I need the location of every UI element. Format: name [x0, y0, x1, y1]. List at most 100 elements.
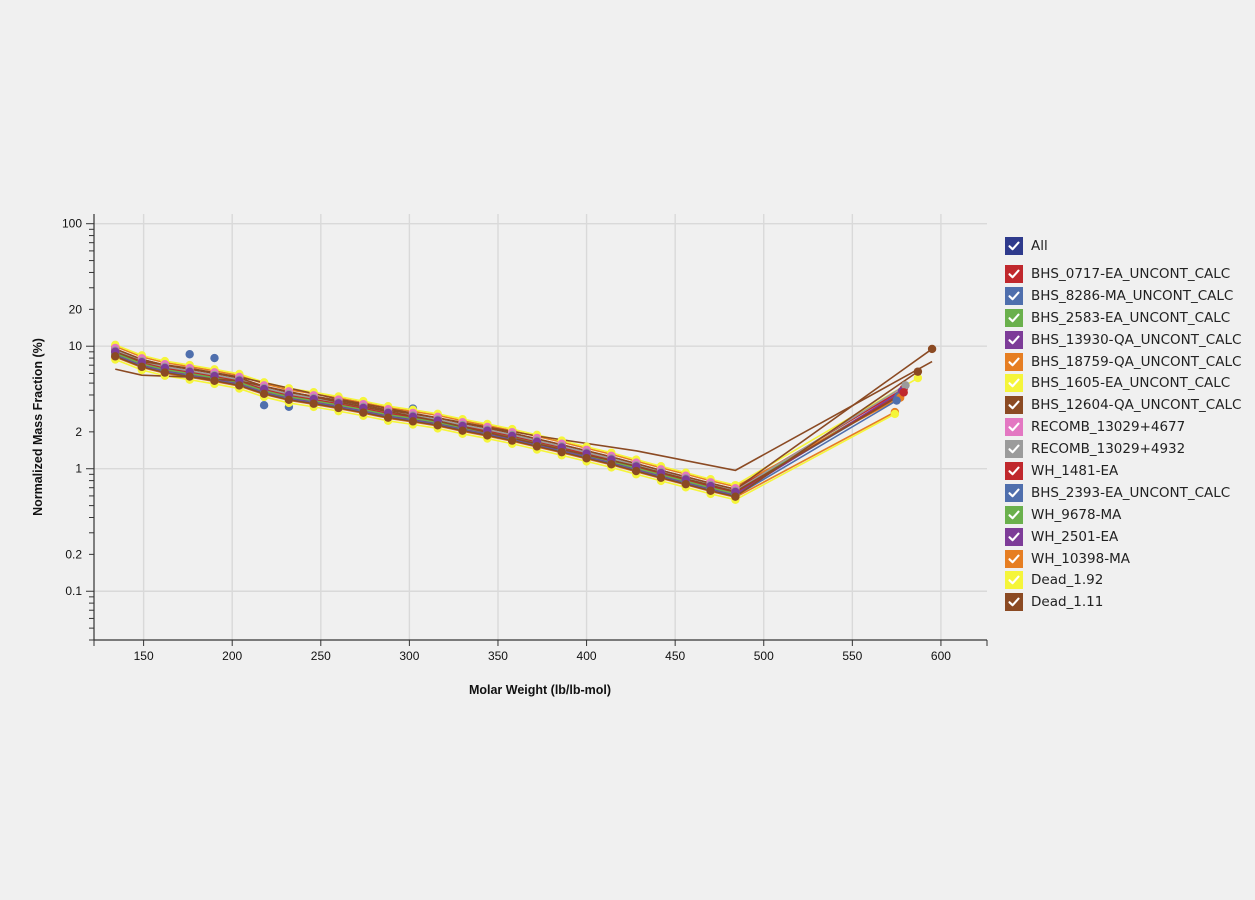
check-icon[interactable] [1005, 286, 1023, 305]
data-point [507, 436, 517, 445]
data-point [185, 350, 194, 359]
x-axis-title: Molar Weight (lb/lb-mol) [469, 683, 611, 697]
legend-item[interactable]: WH_1481-EA [1005, 460, 1241, 482]
x-tick-label: 250 [311, 649, 331, 663]
legend-item[interactable]: BHS_13930-QA_UNCONT_CALC [1005, 329, 1241, 351]
data-point [160, 368, 170, 377]
legend-label: BHS_1605-EA_UNCONT_CALC [1031, 375, 1231, 392]
data-point [631, 466, 641, 476]
legend-item[interactable]: RECOMB_13029+4677 [1005, 416, 1241, 438]
x-tick-label: 300 [399, 649, 419, 663]
legend-label: BHS_8286-MA_UNCONT_CALC [1031, 287, 1234, 304]
y-tick-label: 10 [69, 339, 83, 353]
y-tick-label: 0.2 [65, 547, 82, 561]
data-point [210, 376, 219, 386]
x-tick-label: 600 [931, 649, 951, 663]
legend-label: BHS_13930-QA_UNCONT_CALC [1031, 331, 1242, 348]
legend-label: All [1031, 238, 1048, 254]
check-icon[interactable] [1005, 483, 1023, 502]
data-point [458, 426, 467, 435]
data-point [913, 367, 923, 376]
legend-item[interactable]: BHS_0717-EA_UNCONT_CALC [1005, 263, 1241, 285]
y-tick-label: 1 [75, 462, 82, 476]
legend-item[interactable]: WH_9678-MA [1005, 504, 1241, 526]
data-point [607, 460, 616, 469]
data-point [681, 479, 690, 489]
legend-label: WH_9678-MA [1031, 506, 1122, 523]
x-tick-label: 500 [754, 649, 774, 663]
check-icon[interactable] [1005, 505, 1023, 524]
data-point [235, 381, 244, 390]
legend-item[interactable]: BHS_18759-QA_UNCONT_CALC [1005, 351, 1241, 373]
check-icon[interactable] [1005, 549, 1023, 568]
axes: 150 200 250 300 350 400 450 500 550 600 0.1 0.2 1 2 10… [62, 214, 988, 663]
check-icon[interactable] [1005, 461, 1023, 480]
legend-label: BHS_18759-QA_UNCONT_CALC [1031, 353, 1242, 370]
legend-item[interactable]: BHS_8286-MA_UNCONT_CALC [1005, 285, 1241, 307]
data-point [901, 381, 910, 390]
data-point [557, 447, 566, 457]
check-icon[interactable] [1005, 418, 1023, 437]
data-point [309, 399, 318, 408]
legend-item[interactable]: RECOMB_13029+4932 [1005, 438, 1241, 460]
legend-label: WH_10398-MA [1031, 550, 1130, 567]
grid [94, 214, 987, 640]
legend-item[interactable]: WH_2501-EA [1005, 526, 1241, 548]
legend-label: BHS_2393-EA_UNCONT_CALC [1031, 484, 1231, 501]
data-point [111, 352, 120, 361]
data-point [913, 373, 923, 383]
legend-item[interactable]: BHS_2583-EA_UNCONT_CALC [1005, 307, 1241, 329]
legend-item[interactable]: Dead_1.11 [1005, 591, 1241, 613]
x-tick-label: 450 [665, 649, 685, 663]
check-icon[interactable] [1005, 330, 1023, 349]
data-point [532, 442, 542, 451]
x-tick-label: 200 [222, 649, 242, 663]
y-axis-title: Normalized Mass Fraction (%) [31, 338, 45, 516]
legend-item-all[interactable]: All [1005, 234, 1241, 258]
legend-item[interactable]: WH_10398-MA [1005, 548, 1241, 570]
check-icon[interactable] [1005, 352, 1023, 371]
legend-label: RECOMB_13029+4932 [1031, 441, 1186, 458]
check-icon[interactable] [1005, 527, 1023, 546]
check-icon[interactable] [1005, 308, 1023, 327]
series-points [111, 340, 937, 505]
legend-label: WH_1481-EA [1031, 462, 1119, 479]
data-point [927, 344, 937, 354]
data-point [210, 353, 219, 363]
check-icon[interactable] [1005, 264, 1023, 283]
legend-label: BHS_12604-QA_UNCONT_CALC [1031, 397, 1242, 414]
legend-item[interactable]: BHS_12604-QA_UNCONT_CALC [1005, 394, 1241, 416]
data-point [137, 362, 147, 372]
legend-label: WH_2501-EA [1031, 528, 1119, 545]
data-point [284, 395, 294, 404]
legend-item[interactable]: Dead_1.92 [1005, 569, 1241, 591]
legend-item[interactable]: BHS_1605-EA_UNCONT_CALC [1005, 372, 1241, 394]
x-tick-label: 550 [842, 649, 862, 663]
series-lines [114, 344, 933, 501]
data-point [334, 403, 343, 413]
data-point [359, 408, 368, 417]
y-tick-label: 20 [69, 302, 83, 316]
check-icon[interactable] [1005, 440, 1023, 459]
legend-item[interactable]: BHS_2393-EA_UNCONT_CALC [1005, 482, 1241, 504]
data-point [259, 401, 269, 410]
y-tick-label: 2 [75, 425, 82, 439]
data-point [731, 492, 740, 501]
data-point [483, 431, 492, 440]
check-icon[interactable] [1005, 571, 1023, 590]
legend-label: RECOMB_13029+4677 [1031, 419, 1186, 436]
check-icon[interactable] [1005, 374, 1023, 393]
data-point [408, 417, 418, 426]
data-point [383, 413, 393, 422]
data-point [706, 486, 715, 495]
legend-label: Dead_1.92 [1031, 572, 1104, 589]
check-icon[interactable] [1005, 593, 1023, 612]
check-icon[interactable] [1005, 237, 1023, 255]
legend: All BHS_0717-EA_UNCONT_CALC BHS_8286-MA_U… [1005, 234, 1241, 613]
check-icon[interactable] [1005, 396, 1023, 415]
data-point [259, 389, 269, 398]
data-point [185, 372, 194, 381]
y-tick-label: 0.1 [65, 584, 82, 598]
legend-label: Dead_1.11 [1031, 594, 1104, 611]
